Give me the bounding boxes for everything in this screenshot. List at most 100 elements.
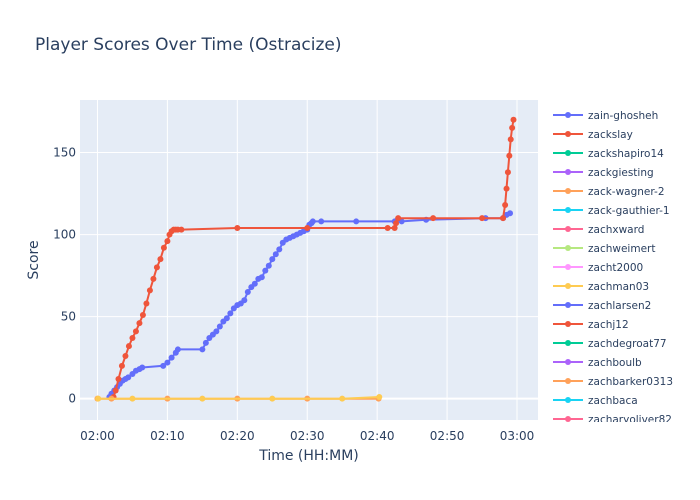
x-tick-label: 02:10: [150, 429, 185, 443]
data-point: [129, 395, 136, 402]
legend-label: zackgiesting: [588, 167, 654, 179]
series-zackslay: [110, 116, 517, 401]
data-point: [384, 225, 391, 231]
legend-label: zachboulb: [588, 357, 642, 369]
legend-item[interactable]: zackgiesting: [553, 167, 654, 179]
legend-item[interactable]: zachdegroat77: [553, 338, 667, 350]
data-point: [129, 334, 136, 341]
legend-marker: [565, 397, 571, 403]
data-point: [216, 323, 223, 330]
y-tick-label: 50: [61, 310, 76, 324]
y-tick-label: 0: [68, 392, 76, 406]
legend-marker: [565, 112, 571, 118]
legend-item[interactable]: zachbarker0313: [553, 376, 673, 388]
legend-label: zachdegroat77: [588, 338, 667, 350]
legend-label: zain-ghosheh: [588, 110, 658, 122]
data-point: [122, 353, 129, 359]
legend-marker: [565, 188, 571, 194]
legend-marker: [565, 340, 571, 346]
legend-marker: [565, 283, 571, 289]
data-point: [223, 315, 230, 322]
legend-label: zacharyoliver82: [588, 414, 672, 426]
legend-marker: [565, 264, 571, 270]
data-point: [143, 300, 150, 307]
legend-marker: [565, 150, 571, 156]
data-point: [258, 274, 265, 281]
legend-item[interactable]: zack-wagner-2: [553, 186, 665, 198]
legend-item[interactable]: zackshapiro14: [553, 148, 664, 160]
legend-item[interactable]: zachxward: [553, 224, 644, 236]
data-point: [507, 210, 514, 217]
data-point: [304, 225, 311, 231]
legend-label: zack-gauthier-1: [588, 205, 670, 217]
legend-item[interactable]: zachweimert: [553, 243, 655, 255]
y-tick-label: 150: [53, 146, 76, 160]
legend-label: zachbaca: [588, 395, 638, 407]
data-point: [430, 215, 437, 222]
data-point: [269, 395, 276, 402]
data-point: [391, 225, 398, 231]
data-point: [160, 362, 167, 369]
data-point: [503, 185, 510, 192]
data-point: [265, 262, 272, 269]
legend-label: zachweimert: [588, 243, 655, 255]
data-point: [199, 346, 206, 353]
legend-label: zack-wagner-2: [588, 186, 665, 198]
data-point: [157, 256, 164, 263]
legend-marker: [565, 321, 571, 327]
legend-label: zacht2000: [588, 262, 643, 274]
series-layer: [94, 116, 517, 402]
legend-label: zachlarsen2: [588, 300, 651, 312]
legend-item[interactable]: zachlarsen2: [553, 300, 651, 312]
data-point: [132, 328, 139, 335]
data-point: [174, 346, 181, 353]
x-axis-ticks: 02:00 02:10 02:20 02:30 02:40 02:50 03:00: [80, 429, 534, 443]
legend-item[interactable]: zack-gauthier-1: [553, 205, 670, 217]
legend[interactable]: zain-ghosheh zackslay zackshapiro14 zackgie…: [553, 110, 673, 426]
legend-marker: [565, 378, 571, 384]
legend-item[interactable]: zacht2000: [553, 262, 643, 274]
legend-label: zachbarker0313: [588, 376, 673, 388]
data-point: [244, 289, 251, 295]
legend-marker: [565, 226, 571, 232]
legend-marker: [565, 207, 571, 213]
data-point: [393, 220, 400, 227]
legend-marker: [565, 359, 571, 365]
x-tick-label: 02:50: [430, 429, 465, 443]
data-point: [199, 395, 206, 402]
grid-lines: [80, 100, 538, 420]
data-point: [510, 116, 517, 123]
x-axis-title: Time (HH:MM): [258, 448, 359, 464]
legend-item[interactable]: zachboulb: [553, 357, 642, 369]
x-tick-label: 02:00: [80, 429, 115, 443]
legend-label: zackslay: [588, 129, 633, 141]
data-point: [251, 280, 258, 287]
legend-item[interactable]: zachman03: [553, 281, 649, 293]
legend-item[interactable]: zachj12: [553, 319, 629, 331]
data-point: [504, 169, 511, 176]
data-point: [118, 362, 125, 369]
y-axis-title: Score: [26, 240, 42, 279]
data-point: [506, 152, 513, 159]
data-point: [146, 287, 153, 294]
data-point: [276, 246, 283, 253]
legend-label: zachxward: [588, 224, 644, 236]
data-point: [213, 328, 220, 335]
data-point: [164, 238, 171, 245]
data-point: [112, 387, 119, 394]
data-point: [136, 320, 143, 327]
legend-item[interactable]: zacharyoliver82: [553, 414, 672, 426]
data-point: [160, 244, 167, 251]
legend-item[interactable]: zachbaca: [553, 395, 638, 407]
legend-item[interactable]: zain-ghosheh: [553, 110, 658, 122]
data-point: [168, 354, 175, 361]
x-tick-label: 02:30: [290, 429, 325, 443]
data-point: [178, 226, 185, 233]
data-point: [395, 215, 402, 222]
data-point: [125, 343, 132, 350]
legend-item[interactable]: zackslay: [553, 129, 633, 141]
y-axis-ticks: 0 50 100 150: [53, 146, 76, 406]
plot-area: [80, 100, 538, 420]
data-point: [139, 364, 146, 371]
